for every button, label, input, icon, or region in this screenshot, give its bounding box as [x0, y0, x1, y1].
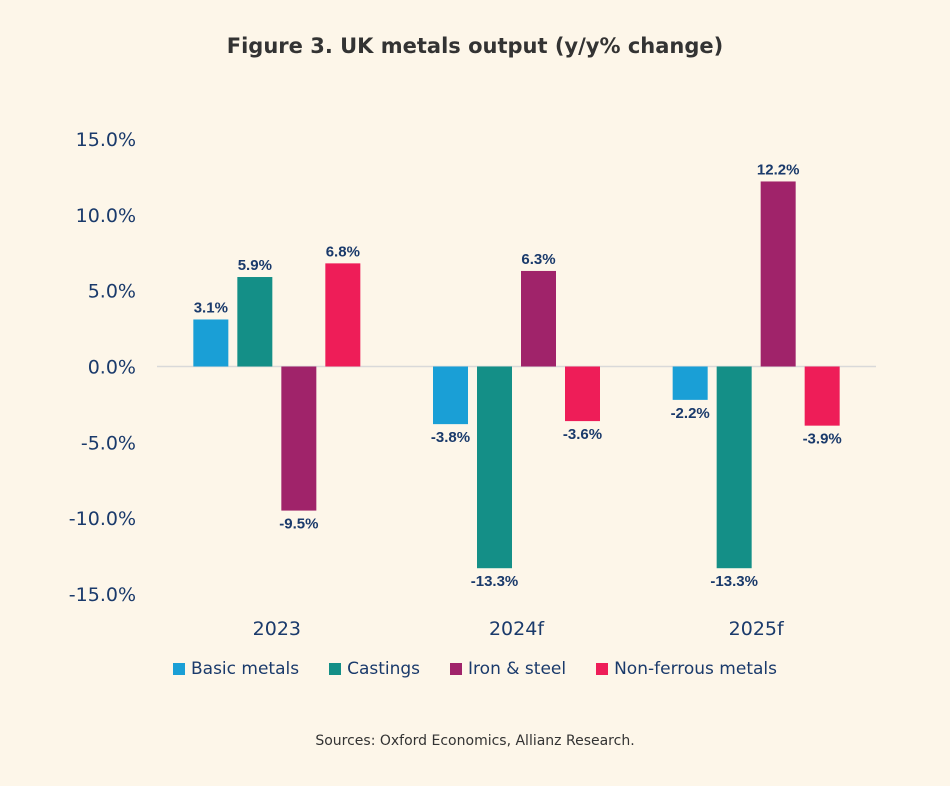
bar	[760, 181, 796, 367]
data-label: -3.9%	[803, 431, 842, 448]
legend-item: Non-ferrous metals	[596, 659, 777, 679]
bar	[521, 270, 556, 367]
y-tick-label: 15.0%	[76, 129, 136, 151]
legend-swatch	[596, 663, 609, 675]
data-label: 12.2%	[757, 161, 800, 178]
bar	[193, 319, 229, 367]
y-tick-label: 5.0%	[88, 281, 136, 303]
y-tick-label: -15.0%	[69, 584, 136, 606]
data-label: -9.5%	[279, 516, 318, 533]
x-axis-labels: 2023 2024f 2025f	[253, 618, 785, 640]
legend-swatch	[450, 663, 463, 675]
legend-label: Castings	[347, 659, 421, 679]
y-tick-label: 10.0%	[76, 205, 136, 227]
bars	[193, 181, 840, 569]
source-note: Sources: Oxford Economics, Allianz Resea…	[315, 733, 635, 749]
legend-swatch	[329, 663, 342, 675]
x-tick-label: 2023	[253, 618, 301, 640]
legend-label: Iron & steel	[468, 659, 567, 679]
chart-title: Figure 3. UK metals output (y/y% change)	[226, 34, 724, 58]
bar	[325, 263, 361, 367]
y-tick-label: 0.0%	[88, 357, 136, 379]
data-label: -2.2%	[671, 405, 710, 422]
data-label: 3.1%	[194, 299, 228, 316]
legend-swatch	[172, 663, 185, 675]
data-label: -13.3%	[710, 573, 758, 590]
x-tick-label: 2025f	[729, 618, 785, 640]
data-label: 6.3%	[521, 251, 555, 268]
bar	[281, 366, 317, 511]
legend-item: Castings	[329, 659, 420, 679]
bar-chart: 15.0% 10.0% 5.0% 0.0% -5.0% -10.0% -15.0% 3.1%…	[69, 129, 876, 640]
data-label: -13.3%	[471, 573, 519, 590]
legend-label: Non-ferrous metals	[614, 659, 777, 679]
data-label: -3.6%	[563, 426, 602, 443]
bar	[716, 366, 752, 569]
bar	[565, 366, 600, 422]
bar	[433, 366, 468, 425]
data-label: -3.8%	[431, 429, 470, 446]
bar	[237, 277, 273, 367]
legend-label: Basic metals	[190, 659, 300, 679]
y-tick-label: -5.0%	[81, 432, 136, 454]
y-tick-label: -10.0%	[69, 508, 136, 530]
data-label: 5.9%	[238, 257, 272, 274]
data-label: 6.8%	[326, 243, 360, 260]
legend-item: Basic metals	[172, 659, 300, 679]
bar	[672, 366, 708, 400]
bar	[477, 366, 512, 569]
legend-item: Iron & steel	[450, 659, 566, 679]
data-labels: 3.1% 5.9% -9.5% 6.8% -3.8% -13.3% 6.3% -3.6% -2.…	[194, 161, 842, 590]
bar	[804, 366, 840, 426]
legend: Basic metals Castings Iron & steel Non-ferr…	[0, 659, 950, 679]
x-tick-label: 2024f	[489, 618, 545, 640]
y-axis-labels: 15.0% 10.0% 5.0% 0.0% -5.0% -10.0% -15.0%	[69, 129, 136, 606]
